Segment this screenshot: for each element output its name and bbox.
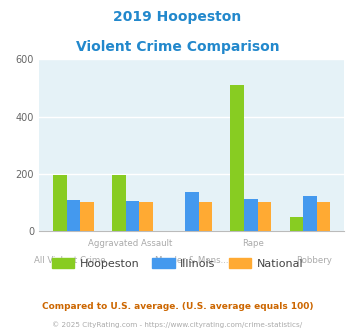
Bar	[303, 196, 317, 231]
Bar	[112, 175, 126, 231]
Text: Rape: Rape	[242, 239, 264, 248]
Bar	[317, 202, 331, 231]
Bar	[290, 217, 303, 231]
Text: Robbery: Robbery	[296, 256, 332, 265]
Text: Violent Crime Comparison: Violent Crime Comparison	[76, 40, 279, 53]
Text: Aggravated Assault: Aggravated Assault	[88, 239, 173, 248]
Bar	[80, 202, 94, 231]
Text: All Violent Crime: All Violent Crime	[34, 256, 105, 265]
Bar	[53, 175, 66, 231]
Bar	[198, 202, 212, 231]
Text: Murder & Mans...: Murder & Mans...	[155, 256, 229, 265]
Text: © 2025 CityRating.com - https://www.cityrating.com/crime-statistics/: © 2025 CityRating.com - https://www.city…	[53, 322, 302, 328]
Bar	[185, 192, 198, 231]
Bar	[244, 199, 258, 231]
Bar	[258, 202, 271, 231]
Bar	[230, 85, 244, 231]
Legend: Hoopeston, Illinois, National: Hoopeston, Illinois, National	[47, 253, 308, 273]
Text: Compared to U.S. average. (U.S. average equals 100): Compared to U.S. average. (U.S. average …	[42, 302, 313, 311]
Bar	[139, 202, 153, 231]
Bar	[126, 201, 139, 231]
Text: 2019 Hoopeston: 2019 Hoopeston	[113, 10, 242, 24]
Bar	[66, 200, 80, 231]
